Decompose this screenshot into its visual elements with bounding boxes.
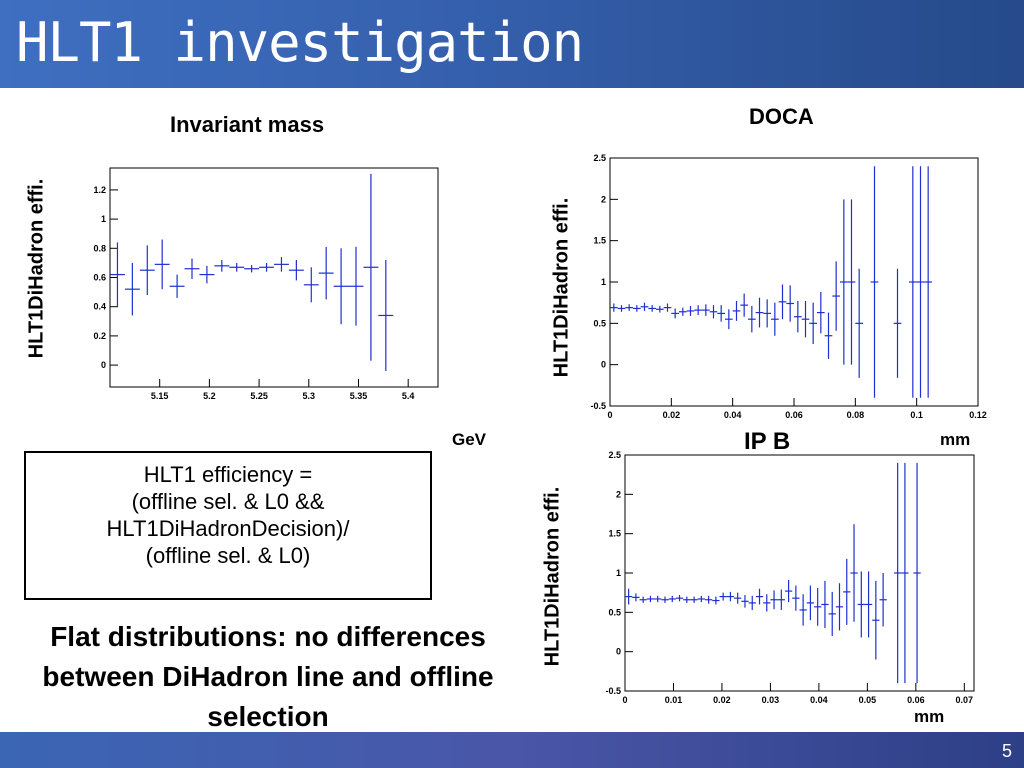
y-tick-label: 0.8 — [93, 243, 106, 253]
y-tick-label: 0.5 — [608, 607, 621, 617]
x-tick-label: 0 — [607, 410, 612, 420]
x-tick-label: 0.04 — [724, 410, 742, 420]
x-tick-label: 5.4 — [402, 391, 415, 401]
x-tick-label: 0.02 — [713, 695, 731, 705]
footer-bar: 5 — [0, 732, 1024, 768]
y-tick-label: 1 — [601, 277, 606, 287]
y-tick-label: 0.6 — [93, 273, 106, 283]
y-axis-label-ip-b: HLT1DiHadron effi. — [541, 486, 564, 667]
y-tick-label: 2.5 — [608, 450, 621, 460]
y-axis-label-invariant-mass: HLT1DiHadron effi. — [25, 178, 48, 359]
y-tick-label: 1 — [616, 568, 621, 578]
y-tick-label: 0 — [601, 360, 606, 370]
x-axis-label-invariant-mass: GeV — [452, 430, 487, 449]
y-tick-label: 1.2 — [93, 185, 106, 195]
efficiency-line-1: HLT1 efficiency = — [143, 462, 313, 487]
x-axis-label-doca: mm — [940, 430, 971, 449]
efficiency-line-4: (offline sel. & L0) — [145, 543, 311, 568]
x-tick-label: 5.15 — [151, 391, 169, 401]
x-tick-label: 0.06 — [907, 695, 925, 705]
x-tick-label: 0.05 — [859, 695, 877, 705]
y-tick-label: 0.4 — [93, 302, 106, 312]
x-tick-label: 0.06 — [785, 410, 803, 420]
x-tick-label: 0.1 — [910, 410, 923, 420]
plot-doca: -0.500.511.522.50 0.02 0.04 0.06 0.08 0.1 0.12 — [590, 153, 987, 420]
plot-frame — [624, 454, 975, 692]
x-tick-label: 0 — [622, 695, 627, 705]
x-tick-label: 0.08 — [847, 410, 865, 420]
chart-title-invariant-mass: Invariant mass — [170, 112, 325, 137]
x-tick-label: 0.12 — [969, 410, 987, 420]
efficiency-line-3: HLT1DiHadronDecision)/ — [106, 516, 350, 541]
efficiency-definition-box: HLT1 efficiency = (offline sel. & L0 && … — [24, 451, 432, 600]
y-tick-label: 0 — [101, 360, 106, 370]
x-tick-label: 0.02 — [663, 410, 681, 420]
x-tick-label: 0.04 — [810, 695, 828, 705]
y-tick-label: 2 — [601, 194, 606, 204]
page-number: 5 — [1001, 741, 1012, 761]
slide-title: HLT1 investigation — [16, 11, 584, 74]
conclusion-text: Flat distributions: no differences betwe… — [42, 621, 494, 732]
y-tick-label: 0 — [616, 647, 621, 657]
chart-title-ip-b: IP B — [744, 428, 791, 455]
y-tick-label: 2 — [616, 489, 621, 499]
y-tick-label: 0.2 — [93, 331, 106, 341]
chart-title-doca: DOCA — [749, 104, 814, 129]
y-tick-label: -0.5 — [590, 401, 606, 411]
y-tick-label: 1 — [101, 214, 106, 224]
y-tick-label: 0.5 — [593, 318, 606, 328]
y-tick-label: 1.5 — [593, 236, 606, 246]
x-tick-label: 0.01 — [665, 695, 683, 705]
x-tick-label: 0.07 — [956, 695, 974, 705]
x-tick-label: 5.3 — [303, 391, 316, 401]
plot-ip-b: -0.500.511.522.50 0.01 0.02 0.03 0.04 0.05 0.0… — [605, 450, 975, 705]
x-axis-label-ip-b: mm — [914, 707, 945, 726]
x-tick-label: 5.25 — [250, 391, 268, 401]
x-tick-label: 5.2 — [203, 391, 216, 401]
x-tick-label: 0.03 — [762, 695, 780, 705]
plot-invariant-mass: 0 0.2 0.4 0.6 0.8 1 1.2 5.15 5.2 5.25 5.3 5.35 5.4 — [93, 167, 439, 401]
y-tick-label: -0.5 — [605, 686, 621, 696]
y-tick-label: 1.5 — [608, 529, 621, 539]
x-tick-label: 5.35 — [350, 391, 368, 401]
title-bar: HLT1 investigation — [0, 0, 1024, 88]
y-tick-label: 2.5 — [593, 153, 606, 163]
efficiency-line-2: (offline sel. & L0 && — [131, 489, 325, 514]
plot-frame — [109, 167, 439, 388]
